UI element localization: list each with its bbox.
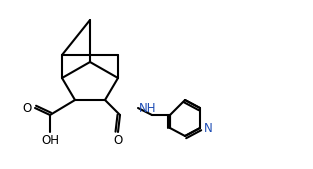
Text: OH: OH <box>41 134 59 147</box>
Text: N: N <box>204 122 213 135</box>
Text: NH: NH <box>139 102 157 115</box>
Text: O: O <box>22 102 32 115</box>
Text: O: O <box>113 134 123 147</box>
